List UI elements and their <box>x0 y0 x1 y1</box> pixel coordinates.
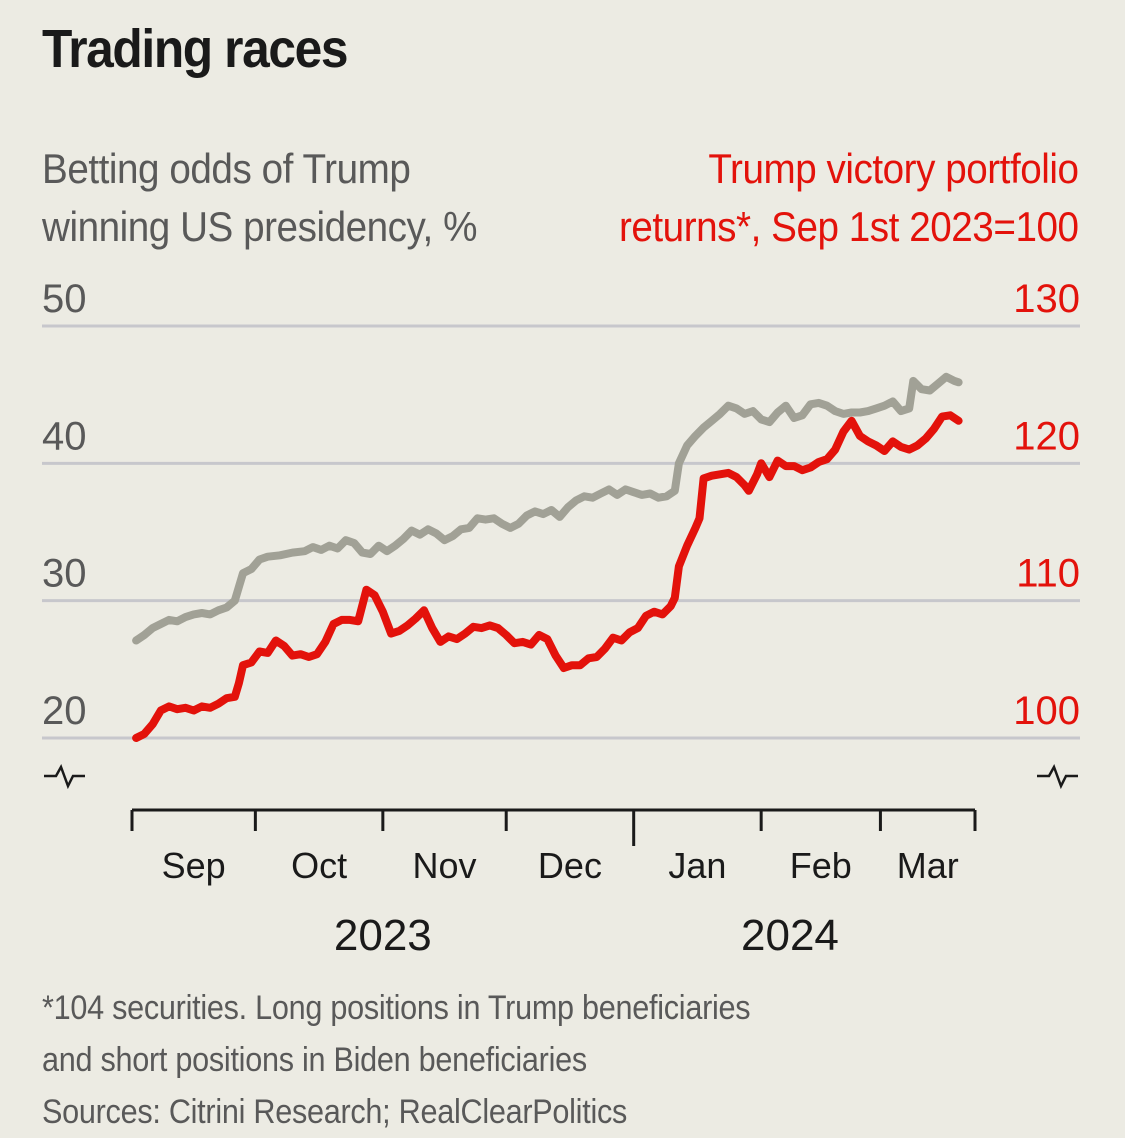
footnote: *104 securities. Long positions in Trump… <box>42 982 751 1138</box>
right-axis-label: Trump victory portfolio returns*, Sep 1s… <box>619 140 1079 256</box>
left-axis-ticks: 20 30 40 50 <box>42 277 87 733</box>
right-axis-ticks: 100 110 120 130 <box>1013 277 1080 733</box>
series-line-portfolio-returns <box>132 411 963 742</box>
x-tick-label: Dec <box>538 845 602 886</box>
x-tick-label: Feb <box>790 845 852 886</box>
footnote-line: and short positions in Biden beneficiari… <box>42 1041 587 1079</box>
left-tick-label: 20 <box>42 689 87 733</box>
axis-breaks <box>44 764 1078 790</box>
left-tick-label: 50 <box>42 277 87 321</box>
right-tick-label: 110 <box>1016 552 1080 596</box>
x-tick-label: Sep <box>162 845 226 886</box>
axis-break-icon-left <box>44 764 85 790</box>
footnote-line: *104 securities. Long positions in Trump… <box>42 989 751 1027</box>
year-label: 2024 <box>741 911 839 960</box>
left-tick-label: 40 <box>42 414 87 458</box>
series-line-betting-odds <box>132 372 963 645</box>
left-axis-label: Betting odds of Trump winning US preside… <box>42 140 477 256</box>
right-tick-label: 120 <box>1013 414 1080 458</box>
left-axis-label-line: winning US presidency, % <box>42 203 477 250</box>
right-axis-label-line: Trump victory portfolio <box>708 145 1080 192</box>
x-tick-label: Jan <box>668 845 726 886</box>
x-tick-label: Nov <box>413 845 477 886</box>
left-tick-label: 30 <box>42 552 87 596</box>
gridlines <box>42 324 1080 740</box>
right-axis-label-line: returns*, Sep 1st 2023=100 <box>619 203 1079 250</box>
x-tick-label: Mar <box>897 845 959 886</box>
series-lines <box>132 372 963 742</box>
footnote-line: Sources: Citrini Research; RealClearPoli… <box>42 1093 628 1131</box>
chart-title: Trading races <box>42 19 349 79</box>
x-axis: Sep Oct Nov Dec Jan Feb Mar 2023 2024 <box>130 808 977 960</box>
right-tick-label: 100 <box>1013 689 1080 733</box>
left-axis-label-line: Betting odds of Trump <box>42 145 411 192</box>
right-tick-label: 130 <box>1013 277 1080 321</box>
x-tick-label: Oct <box>291 845 347 886</box>
axis-break-icon-right <box>1037 764 1078 790</box>
year-label: 2023 <box>334 911 432 960</box>
